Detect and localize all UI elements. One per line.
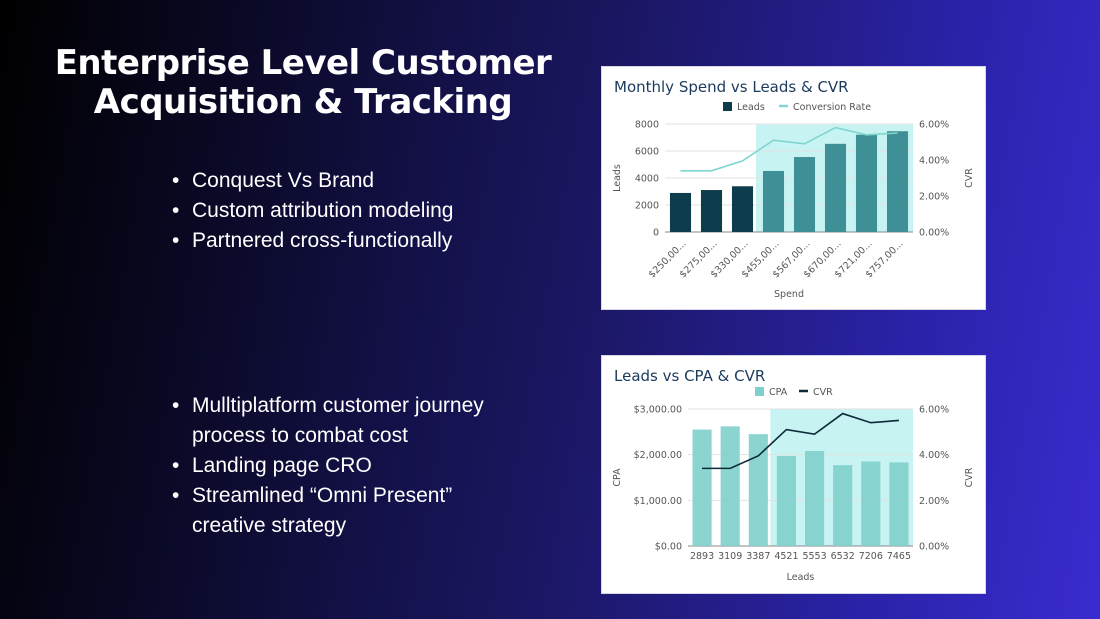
legend-label: CVR — [813, 387, 833, 398]
bar — [861, 461, 881, 546]
y-axis-label: Leads — [612, 164, 623, 192]
y-tick-label: 4000 — [635, 174, 659, 185]
bar — [748, 434, 768, 546]
bullet: Custom attribution modeling — [170, 196, 453, 226]
chart-title: Leads vs CPA & CVR — [614, 367, 765, 385]
bar — [855, 134, 878, 232]
x-tick-label: 7465 — [887, 551, 911, 562]
legend-swatch — [723, 102, 732, 111]
chart-title: Monthly Spend vs Leads & CVR — [614, 78, 849, 96]
chart-spend-leads-cvr: Monthly Spend vs Leads & CVR 0 2000 4000 600… — [612, 78, 975, 300]
legend-label: Conversion Rate — [793, 102, 871, 113]
chart-leads-cpa-cvr: Leads vs CPA & CVR $0.00 $1,000.00 $2,000.0… — [612, 367, 975, 583]
x-tick-label: 4521 — [774, 551, 798, 562]
y2-tick-label: 2.00% — [919, 192, 949, 203]
bullet-list-bottom: Mulltiplatform customer journey process … — [170, 391, 510, 541]
y2-tick-label: 0.00% — [919, 542, 949, 553]
bar — [692, 429, 712, 546]
x-axis-label: Leads — [787, 572, 815, 583]
series-line — [702, 412, 900, 470]
bar — [700, 190, 723, 232]
bar — [720, 426, 740, 546]
x-tick-label: 6532 — [831, 551, 855, 562]
chart-card-spend: Monthly Spend vs Leads & CVR 0 2000 4000 600… — [601, 66, 986, 310]
y2-tick-label: 4.00% — [919, 156, 949, 167]
x-tick-label: 7206 — [859, 551, 883, 562]
bar — [824, 143, 847, 232]
y2-tick-label: 2.00% — [919, 496, 949, 507]
title-line-2: Acquisition & Tracking — [93, 82, 513, 122]
legend-label: CPA — [769, 387, 788, 398]
bar — [833, 465, 853, 546]
bullet-list-top: Conquest Vs Brand Custom attribution mod… — [170, 166, 453, 256]
x-axis-label: Spend — [774, 289, 804, 300]
y-tick-label: 0 — [653, 228, 659, 239]
series-line — [680, 126, 898, 172]
y2-tick-label: 4.00% — [919, 450, 949, 461]
y2-tick-label: 6.00% — [919, 405, 949, 416]
bullet: Streamlined “Omni Present” creative stra… — [170, 481, 510, 541]
y2-tick-label: 0.00% — [919, 228, 949, 239]
y-tick-label: $2,000.00 — [634, 450, 682, 461]
bullet: Conquest Vs Brand — [170, 166, 453, 196]
y2-tick-label: 6.00% — [919, 120, 949, 131]
title-line-1: Enterprise Level Customer — [54, 43, 552, 83]
legend-swatch — [755, 387, 764, 396]
slide-title: Enterprise Level Customer Acquisition & … — [40, 44, 566, 122]
bar — [776, 456, 796, 546]
bar — [889, 462, 909, 546]
bar — [793, 157, 816, 232]
y-tick-label: 6000 — [635, 147, 659, 158]
x-tick-label: 5553 — [802, 551, 826, 562]
bullet: Landing page CRO — [170, 451, 510, 481]
y-axis-label: CPA — [612, 468, 623, 487]
x-tick-label: 2893 — [690, 551, 714, 562]
y-tick-label: 8000 — [635, 120, 659, 131]
x-tick-label: 3387 — [746, 551, 770, 562]
y-tick-label: $3,000.00 — [634, 405, 682, 416]
y2-axis-label: CVR — [964, 168, 975, 188]
bullet: Partnered cross-functionally — [170, 226, 453, 256]
chart-card-cpa: Leads vs CPA & CVR $0.00 $1,000.00 $2,000.0… — [601, 355, 986, 594]
bar — [886, 131, 909, 232]
bar — [731, 186, 754, 232]
y-tick-label: $0.00 — [655, 542, 682, 553]
bar — [805, 451, 825, 546]
bar — [762, 170, 785, 232]
y-tick-label: $1,000.00 — [634, 496, 682, 507]
x-tick-label: 3109 — [718, 551, 742, 562]
bar — [669, 192, 692, 232]
y-tick-label: 2000 — [635, 201, 659, 212]
bullet: Mulltiplatform customer journey process … — [170, 391, 510, 451]
legend-label: Leads — [737, 102, 765, 113]
y2-axis-label: CVR — [964, 467, 975, 487]
